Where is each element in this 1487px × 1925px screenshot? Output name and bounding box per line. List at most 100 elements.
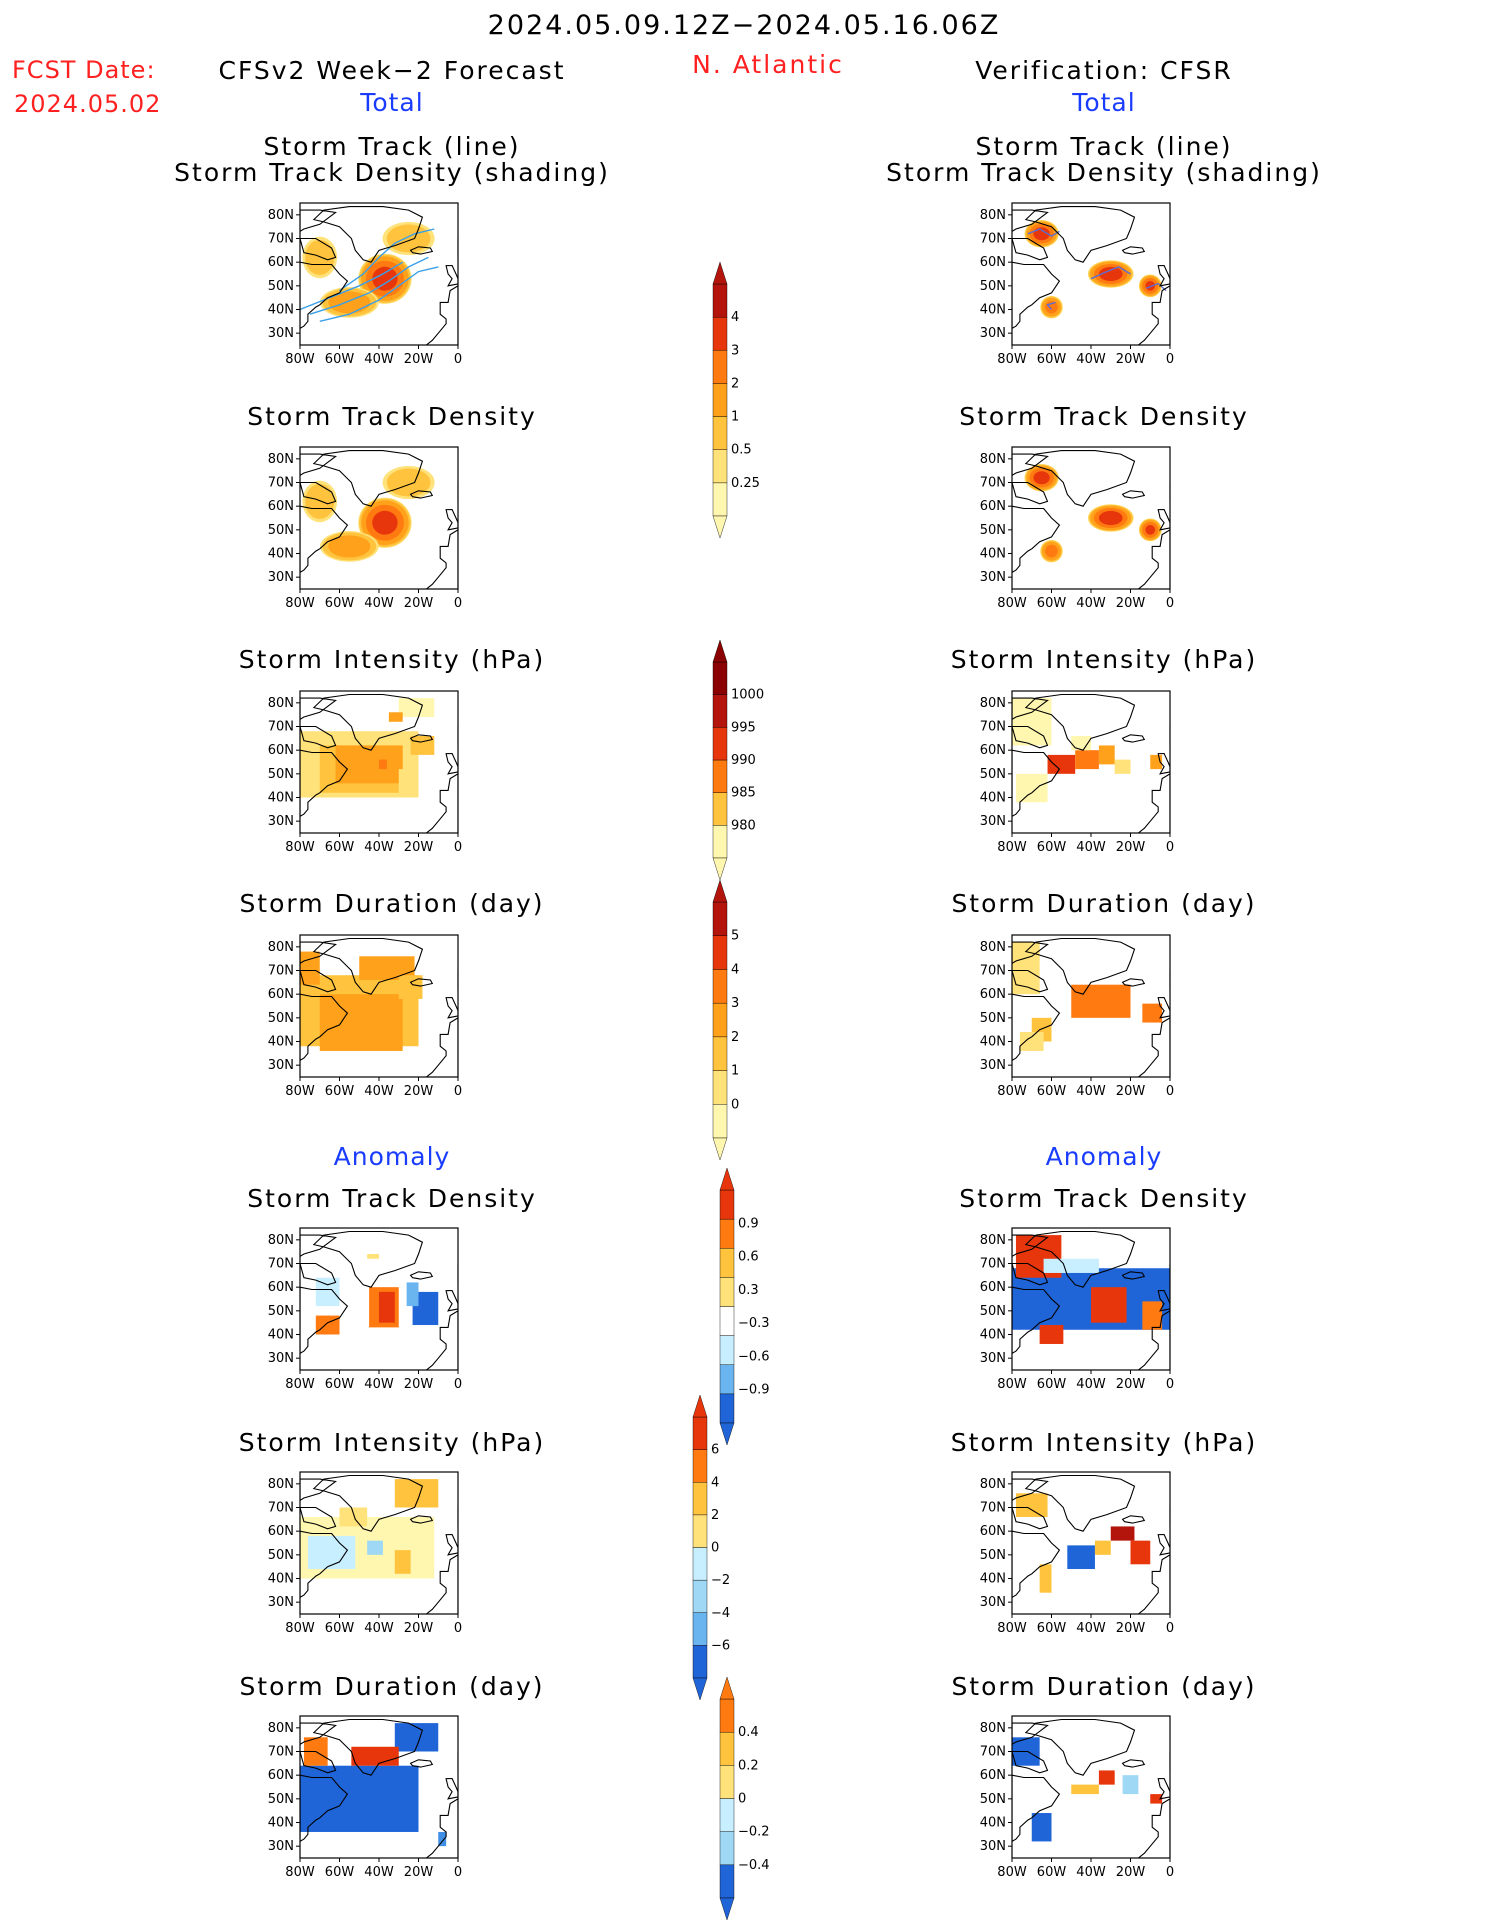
- shaded-cell: [359, 956, 415, 980]
- colorbar-label: −0.2: [738, 1825, 770, 1840]
- lon-tick-label: 40W: [364, 840, 394, 855]
- lat-tick-label: 60N: [980, 987, 1006, 1002]
- lat-tick-label: 40N: [980, 1572, 1006, 1587]
- colorbar-segment: [712, 350, 728, 384]
- colorbar-label: 2: [731, 1030, 739, 1045]
- fc-anom-duration-panel: 80N 70N 60N 50N 40N 30N 80W 60W 40W 20W 0: [268, 1715, 462, 1880]
- lat-tick-label: 40N: [268, 303, 294, 318]
- shaded-cell: [307, 1535, 356, 1570]
- colorbar-label: 4: [731, 310, 739, 325]
- colorbar-label: −4: [711, 1606, 730, 1621]
- density-blob: [1045, 544, 1058, 558]
- lat-tick-label: 70N: [980, 1501, 1006, 1516]
- shaded-cell: [1031, 1813, 1052, 1842]
- lat-tick-label: 30N: [268, 1839, 294, 1854]
- density-blob: [1033, 471, 1050, 485]
- colorbar-label: 980: [731, 818, 756, 833]
- lon-tick-label: 20W: [1116, 1084, 1146, 1099]
- storm-track-line: [1027, 228, 1060, 237]
- storm-track-line: [1090, 266, 1131, 280]
- lon-tick-label: 80W: [997, 596, 1027, 611]
- colorbar-label: 4: [711, 1475, 719, 1490]
- lon-tick-label: 80W: [997, 1621, 1027, 1636]
- lat-tick-label: 40N: [980, 1816, 1006, 1831]
- total-left-label: Total: [360, 88, 424, 117]
- lon-tick-label: 0: [454, 1865, 462, 1880]
- lat-tick-label: 30N: [980, 1058, 1006, 1073]
- lon-tick-label: 0: [1166, 1865, 1174, 1880]
- fc-anom-intensity-title: Storm Intensity (hPa): [238, 1428, 546, 1457]
- colorbar-label: 2: [731, 376, 739, 391]
- vf-anom-intensity-title: Storm Intensity (hPa): [950, 1428, 1258, 1457]
- lon-tick-label: 0: [1166, 1377, 1174, 1392]
- lat-tick-label: 70N: [268, 1257, 294, 1272]
- lat-tick-label: 60N: [268, 1768, 294, 1783]
- lat-tick-label: 80N: [980, 696, 1006, 711]
- shaded-cell: [1122, 1775, 1139, 1795]
- colorbar-segment: [712, 383, 728, 417]
- lon-tick-label: 80W: [285, 1084, 315, 1099]
- shaded-cell: [379, 759, 387, 770]
- coastline: [300, 450, 458, 589]
- lat-tick-label: 40N: [268, 1816, 294, 1831]
- shaded-cell: [367, 1254, 379, 1259]
- lon-tick-label: 60W: [1037, 1377, 1067, 1392]
- lat-tick-label: 50N: [268, 1011, 294, 1026]
- fc-intensity-panel: 80N 70N 60N 50N 40N 30N 80W 60W 40W 20W 0: [268, 690, 462, 855]
- shaded-cell: [1114, 759, 1131, 774]
- colorbar-label: 0.5: [731, 443, 752, 458]
- storm-track-line: [319, 266, 439, 322]
- lat-tick-label: 40N: [268, 1572, 294, 1587]
- shaded-cell: [335, 745, 403, 784]
- fc-anom-intensity-panel: 80N 70N 60N 50N 40N 30N 80W 60W 40W 20W 0: [268, 1471, 462, 1636]
- colorbar-intensity: 1000 995 990 985 980: [712, 639, 764, 881]
- fc-duration-title: Storm Duration (day): [239, 889, 545, 918]
- lon-tick-label: 40W: [1076, 1621, 1106, 1636]
- lat-tick-label: 60N: [980, 1768, 1006, 1783]
- coastline: [300, 937, 458, 1077]
- fc-anom-duration-title: Storm Duration (day): [239, 1672, 545, 1701]
- lon-tick-label: 20W: [1116, 840, 1146, 855]
- fcst-date-label: FCST Date:: [12, 56, 156, 84]
- density-blob: [1145, 525, 1156, 535]
- lat-tick-label: 60N: [268, 1524, 294, 1539]
- lat-tick-label: 80N: [268, 208, 294, 223]
- lat-tick-label: 30N: [268, 1351, 294, 1366]
- vf-track-title-shading: Storm Track Density (shading): [886, 158, 1322, 187]
- lon-tick-label: 40W: [364, 352, 394, 367]
- lon-tick-label: 40W: [1076, 1377, 1106, 1392]
- lon-tick-label: 40W: [1076, 840, 1106, 855]
- shaded-cell: [1039, 1325, 1064, 1344]
- lon-tick-label: 60W: [325, 1865, 355, 1880]
- lat-tick-label: 80N: [268, 696, 294, 711]
- lat-tick-label: 50N: [980, 1792, 1006, 1807]
- colorbar-bottom-arrow: [712, 1137, 728, 1161]
- shaded-cell: [1067, 1545, 1095, 1570]
- lat-tick-label: 70N: [268, 1501, 294, 1516]
- shaded-cell: [1098, 745, 1115, 765]
- lon-tick-label: 80W: [285, 1865, 315, 1880]
- colorbar-segment: [719, 1765, 735, 1799]
- lat-tick-label: 30N: [980, 814, 1006, 829]
- colorbar-label: 0: [711, 1541, 719, 1556]
- colorbar-top-arrow: [712, 639, 728, 663]
- fc-density-title: Storm Track Density: [247, 402, 537, 431]
- lon-tick-label: 60W: [1037, 1084, 1067, 1099]
- lon-tick-label: 40W: [364, 1084, 394, 1099]
- density-blob: [305, 483, 335, 519]
- lat-tick-label: 50N: [980, 523, 1006, 538]
- lon-tick-label: 80W: [997, 840, 1027, 855]
- coastline: [1012, 206, 1170, 345]
- colorbar-segment: [712, 935, 728, 970]
- lat-tick-label: 70N: [980, 476, 1006, 491]
- density-blob: [386, 468, 431, 497]
- shaded-cell: [1142, 1301, 1163, 1330]
- colorbar-segment: [692, 1416, 708, 1450]
- lat-tick-label: 60N: [980, 499, 1006, 514]
- shaded-cell: [300, 951, 320, 985]
- shaded-cell: [1110, 1526, 1135, 1541]
- fc-track-title-shading: Storm Track Density (shading): [174, 158, 610, 187]
- lon-tick-label: 40W: [1076, 1865, 1106, 1880]
- lat-tick-label: 40N: [268, 547, 294, 562]
- colorbar-segment: [692, 1579, 708, 1613]
